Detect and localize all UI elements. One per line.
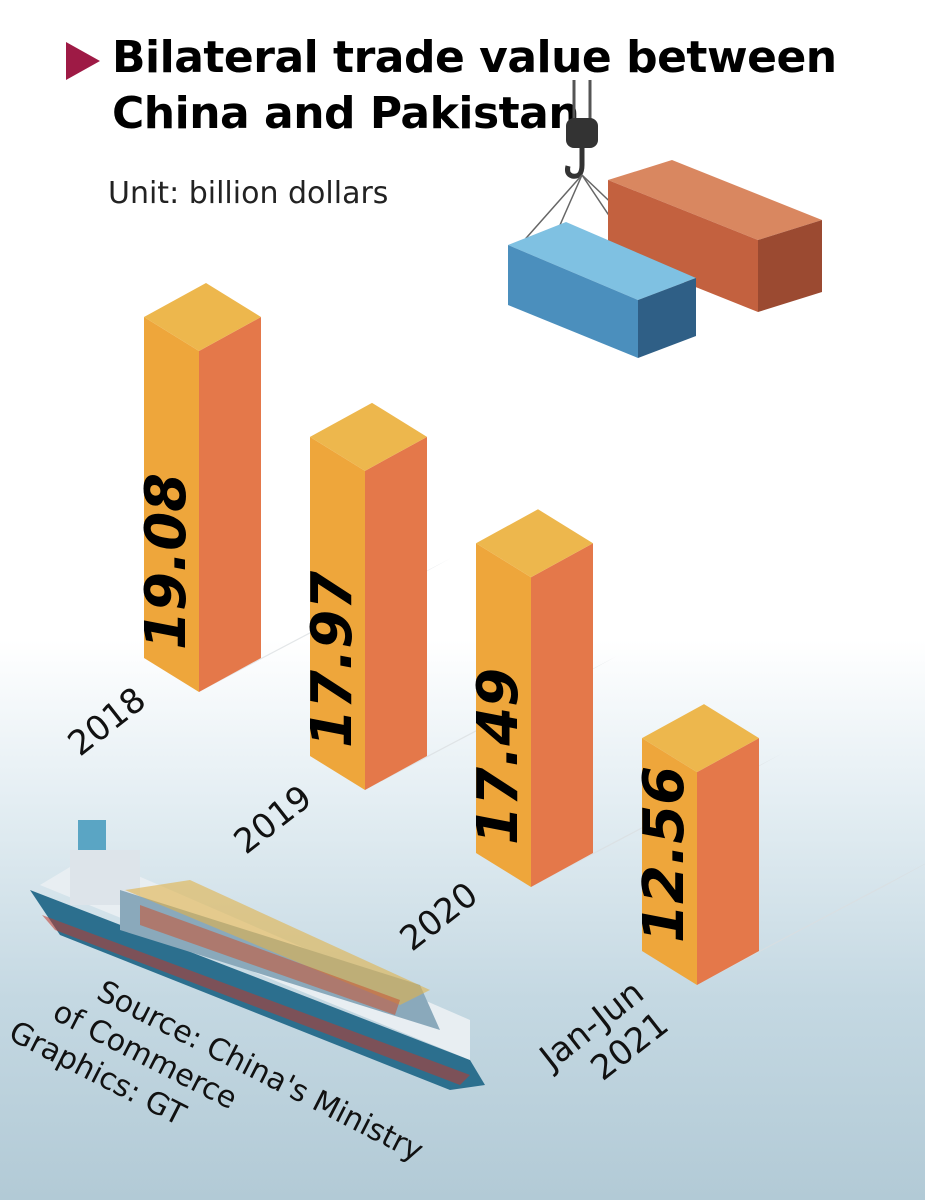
chart-title: Bilateral trade value between China and … bbox=[112, 32, 837, 139]
bar-side-1 bbox=[365, 436, 427, 790]
category-label-line: 2020 bbox=[393, 875, 486, 960]
bar-value-label-2: 17.49 bbox=[466, 668, 531, 845]
bars-group: 19.08 17.97 17.49 12.56 bbox=[134, 283, 759, 985]
cargo-ship-illustration bbox=[30, 820, 485, 1090]
bar-side-0 bbox=[199, 317, 261, 692]
bar-top-2 bbox=[476, 509, 593, 578]
bar-top-1 bbox=[310, 402, 427, 471]
category-label-line: 2019 bbox=[227, 778, 320, 863]
bar-side-2 bbox=[531, 543, 593, 887]
bar-shadow-3 bbox=[697, 863, 925, 985]
bar-front-3 bbox=[642, 738, 697, 985]
crane-containers-illustration bbox=[508, 80, 822, 358]
bar-side-3 bbox=[697, 738, 759, 985]
category-label-0: 2018 bbox=[61, 680, 154, 765]
bar-top-0 bbox=[144, 283, 261, 351]
bar-front-1 bbox=[310, 436, 365, 790]
bar-front-0 bbox=[144, 317, 199, 692]
category-label-line: 2018 bbox=[61, 680, 154, 765]
unit-label: Unit: billion dollars bbox=[108, 176, 389, 211]
bar-value-label-0: 19.08 bbox=[134, 473, 199, 650]
category-label-2: 2020 bbox=[393, 875, 486, 960]
title-arrow-icon bbox=[66, 42, 100, 80]
bar-value-label-1: 17.97 bbox=[300, 571, 365, 748]
category-label-1: 2019 bbox=[227, 778, 320, 863]
bar-value-label-3: 12.56 bbox=[632, 766, 697, 943]
bar-front-2 bbox=[476, 543, 531, 887]
bar-top-3 bbox=[642, 704, 759, 773]
